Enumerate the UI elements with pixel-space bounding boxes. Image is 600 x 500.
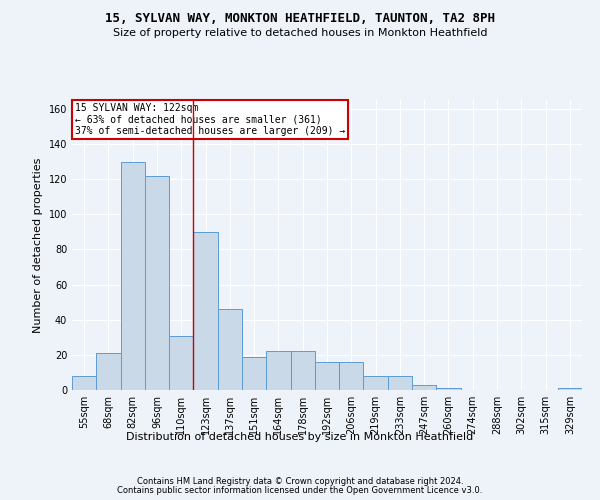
Bar (218, 309, 242, 390)
Bar (558, 388, 582, 390)
Bar (145, 176, 169, 390)
Text: 15 SYLVAN WAY: 122sqm
← 63% of detached houses are smaller (361)
37% of semi-det: 15 SYLVAN WAY: 122sqm ← 63% of detached … (74, 103, 345, 136)
Bar (96, 353, 121, 390)
Text: Contains public sector information licensed under the Open Government Licence v3: Contains public sector information licen… (118, 486, 482, 495)
Bar (72, 376, 96, 390)
Bar (339, 362, 364, 390)
Bar (193, 232, 218, 390)
Bar (388, 376, 412, 390)
Bar (290, 352, 315, 390)
Bar (364, 376, 388, 390)
Text: Distribution of detached houses by size in Monkton Heathfield: Distribution of detached houses by size … (127, 432, 473, 442)
Bar (412, 384, 436, 390)
Bar (121, 162, 145, 390)
Bar (242, 356, 266, 390)
Bar (266, 352, 290, 390)
Bar (436, 388, 461, 390)
Y-axis label: Number of detached properties: Number of detached properties (33, 158, 43, 332)
Text: Contains HM Land Registry data © Crown copyright and database right 2024.: Contains HM Land Registry data © Crown c… (137, 477, 463, 486)
Bar (315, 362, 339, 390)
Text: 15, SYLVAN WAY, MONKTON HEATHFIELD, TAUNTON, TA2 8PH: 15, SYLVAN WAY, MONKTON HEATHFIELD, TAUN… (105, 12, 495, 26)
Text: Size of property relative to detached houses in Monkton Heathfield: Size of property relative to detached ho… (113, 28, 487, 38)
Bar (169, 336, 193, 390)
